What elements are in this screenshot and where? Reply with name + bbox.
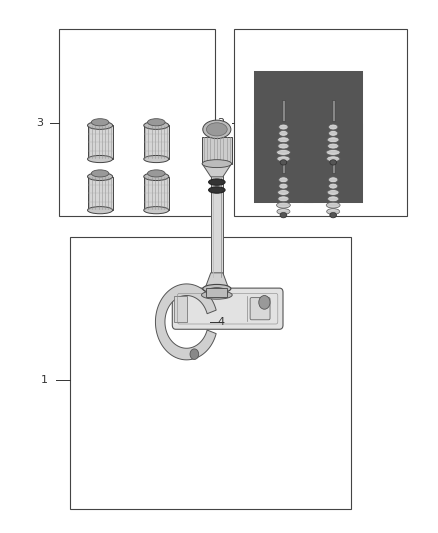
Ellipse shape [208, 187, 225, 193]
Ellipse shape [203, 285, 231, 293]
Polygon shape [202, 164, 232, 177]
Ellipse shape [327, 208, 339, 214]
Ellipse shape [330, 213, 336, 218]
Ellipse shape [279, 124, 288, 130]
Ellipse shape [328, 177, 338, 183]
Ellipse shape [330, 160, 336, 165]
Ellipse shape [206, 288, 227, 297]
Bar [88, 176, 113, 210]
Ellipse shape [327, 190, 339, 196]
Text: 4: 4 [218, 317, 225, 327]
Ellipse shape [277, 156, 290, 161]
Ellipse shape [327, 137, 339, 143]
Ellipse shape [88, 173, 113, 181]
Ellipse shape [279, 131, 288, 136]
Bar [88, 125, 113, 159]
Bar [174, 295, 187, 322]
Ellipse shape [203, 120, 231, 139]
Bar [144, 176, 169, 210]
Text: 3: 3 [36, 118, 43, 128]
Ellipse shape [91, 119, 109, 126]
Ellipse shape [278, 196, 289, 201]
Ellipse shape [327, 156, 339, 161]
Polygon shape [205, 273, 229, 289]
Ellipse shape [328, 196, 339, 201]
Ellipse shape [144, 173, 169, 181]
Ellipse shape [326, 202, 340, 208]
Circle shape [190, 349, 199, 359]
Bar [282, 153, 285, 173]
Bar [332, 101, 335, 120]
Text: 1: 1 [40, 375, 47, 385]
Circle shape [259, 295, 270, 309]
Bar [59, 29, 215, 216]
Ellipse shape [328, 183, 338, 189]
Polygon shape [155, 284, 216, 360]
Bar [282, 101, 285, 120]
Ellipse shape [277, 208, 290, 214]
Ellipse shape [208, 179, 225, 185]
Ellipse shape [91, 170, 109, 177]
FancyBboxPatch shape [250, 297, 270, 320]
Bar [144, 125, 169, 159]
Ellipse shape [278, 190, 289, 196]
Ellipse shape [279, 183, 288, 189]
Ellipse shape [328, 124, 338, 130]
Bar [332, 153, 335, 173]
Ellipse shape [280, 160, 287, 165]
Ellipse shape [280, 213, 287, 218]
FancyBboxPatch shape [172, 288, 283, 329]
Ellipse shape [202, 160, 232, 167]
Ellipse shape [276, 202, 290, 208]
Ellipse shape [144, 156, 169, 163]
Ellipse shape [144, 122, 169, 130]
Ellipse shape [88, 207, 113, 214]
Ellipse shape [206, 123, 227, 136]
Ellipse shape [279, 177, 288, 183]
Bar [234, 29, 407, 216]
Ellipse shape [328, 131, 338, 136]
Ellipse shape [148, 170, 165, 177]
Bar [211, 164, 223, 277]
Ellipse shape [326, 149, 340, 155]
Bar [70, 238, 351, 509]
Ellipse shape [201, 291, 232, 299]
Ellipse shape [88, 156, 113, 163]
Bar [202, 138, 232, 164]
Ellipse shape [278, 143, 289, 149]
Bar [208, 291, 226, 292]
Ellipse shape [278, 137, 289, 143]
Ellipse shape [328, 143, 339, 149]
Ellipse shape [144, 207, 169, 214]
Ellipse shape [148, 119, 165, 126]
Text: 2: 2 [218, 118, 225, 128]
Bar [206, 288, 227, 297]
Ellipse shape [276, 149, 290, 155]
Ellipse shape [88, 122, 113, 130]
